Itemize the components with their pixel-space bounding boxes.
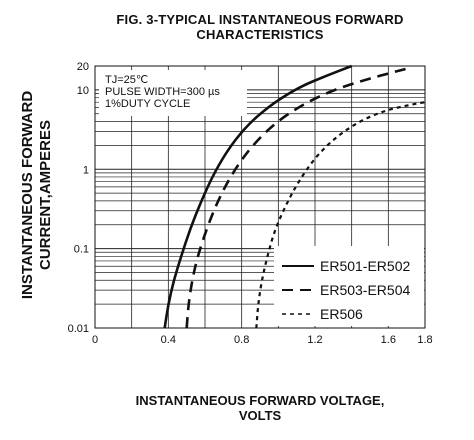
x-tick-label: 1.2 — [307, 334, 322, 346]
x-tick-label: 1.8 — [417, 334, 432, 346]
chart-title: FIG. 3-TYPICAL INSTANTANEOUS FORWARD CHA… — [95, 12, 425, 42]
series-line-2 — [185, 66, 411, 329]
series-line-1 — [163, 64, 353, 329]
x-tick-label: 0 — [92, 334, 98, 346]
y-tick-label: 20 — [77, 61, 89, 73]
annotation-text: TJ=25℃ — [105, 74, 148, 86]
y-tick-label: 0.1 — [74, 244, 89, 256]
legend-label: ER501-ER502 — [320, 258, 410, 274]
x-axis-label-line1: INSTANTANEOUS FORWARD VOLTAGE, — [135, 393, 385, 408]
legend-label: ER506 — [320, 306, 363, 322]
x-axis-label-line2: VOLTS — [238, 408, 282, 423]
y-tick-label: 10 — [77, 85, 89, 97]
x-tick-label: 0.4 — [161, 334, 176, 346]
chart-title-line2: CHARACTERISTICS — [196, 27, 324, 42]
series-lines — [163, 64, 426, 329]
x-tick-label: 0.8 — [234, 334, 249, 346]
annotation-background — [99, 70, 247, 116]
y-tick-label: 1 — [83, 164, 89, 176]
legend-label: ER503-ER504 — [320, 282, 410, 298]
chart-title-line1: FIG. 3-TYPICAL INSTANTANEOUS FORWARD — [116, 12, 404, 27]
annotation-text: PULSE WIDTH=300 µs — [105, 86, 220, 98]
x-tick-label: 1.6 — [381, 334, 396, 346]
x-axis-label: INSTANTANEOUS FORWARD VOLTAGE, VOLTS — [95, 393, 425, 423]
y-tick-label: 0.01 — [68, 323, 89, 335]
plot-frame — [94, 65, 426, 329]
tick-labels: 0 0.4 0.8 1.2 1.6 1.8 0.01 0.1 1 10 20 — [68, 61, 433, 346]
legend-background — [274, 246, 424, 326]
legend: ER501-ER502 ER503-ER504 ER506 — [274, 246, 424, 326]
annotation-text: 1%DUTY CYCLE — [105, 98, 190, 110]
